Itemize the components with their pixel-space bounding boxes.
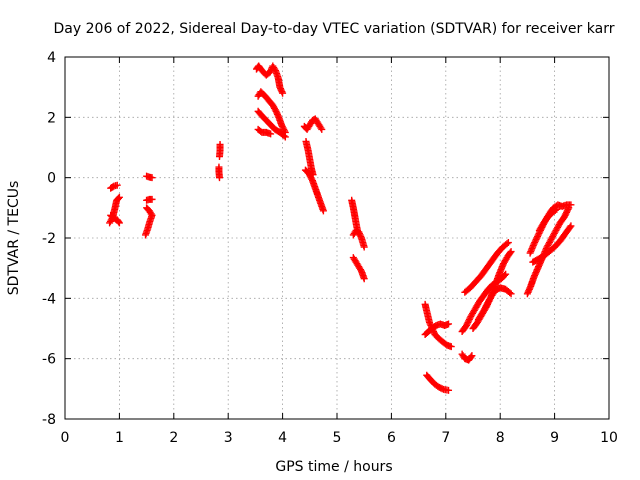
x-axis-label: GPS time / hours (275, 459, 392, 475)
data-point (115, 218, 123, 226)
y-axis-label: SDTVAR / TECUs (6, 181, 22, 296)
x-tick-label: 3 (224, 430, 233, 446)
y-tick-label: 0 (47, 171, 56, 187)
data-track (301, 166, 327, 215)
data-track (143, 195, 156, 204)
x-tick-label: 8 (496, 430, 505, 446)
data-point (318, 125, 326, 133)
x-tick-label: 7 (441, 430, 450, 446)
data-track (349, 254, 368, 283)
x-tick-label: 10 (600, 430, 618, 446)
x-tick-label: 2 (169, 430, 178, 446)
y-tick-label: -4 (42, 291, 56, 307)
x-tick-label: 4 (278, 430, 287, 446)
grid-lines (65, 57, 609, 419)
data-track (535, 205, 561, 234)
data-point (501, 271, 509, 279)
data-points (106, 62, 575, 394)
data-track (215, 140, 224, 161)
data-point (445, 320, 453, 328)
data-point (215, 174, 223, 182)
data-point (144, 205, 152, 213)
data-point (438, 385, 446, 393)
data-track (458, 350, 476, 364)
data-point (317, 124, 325, 132)
data-track (349, 226, 368, 251)
data-track (107, 211, 123, 227)
data-track (252, 62, 287, 97)
data-track (300, 115, 326, 133)
data-point (148, 174, 156, 182)
data-point (507, 248, 515, 256)
x-tick-label: 0 (61, 430, 70, 446)
data-track (254, 125, 275, 138)
data-point (279, 89, 287, 97)
data-point (360, 275, 368, 283)
data-track (421, 325, 455, 351)
data-point (114, 194, 122, 202)
y-tick-label: -2 (42, 231, 56, 247)
y-tick-label: 2 (47, 110, 56, 126)
data-point (504, 239, 512, 247)
x-tick-labels: 0 1 2 3 4 5 6 7 8 9 10 (61, 430, 618, 446)
data-point (319, 207, 327, 215)
data-track (461, 239, 512, 296)
data-point (468, 352, 476, 360)
data-point (553, 205, 561, 213)
data-track (523, 204, 573, 298)
data-track (423, 371, 453, 394)
data-track (529, 222, 575, 266)
data-point (143, 204, 151, 212)
x-tick-label: 5 (333, 430, 342, 446)
data-point (566, 223, 574, 231)
data-point (115, 193, 123, 201)
data-point (445, 386, 453, 394)
y-tick-label: 4 (47, 50, 56, 66)
data-point (507, 290, 515, 298)
data-point (110, 214, 118, 222)
data-point (113, 181, 121, 189)
data-track (254, 107, 289, 141)
data-track (107, 181, 121, 192)
plot-frame (64, 56, 610, 420)
data-point (360, 243, 368, 251)
data-track (474, 284, 515, 323)
data-point (281, 133, 289, 141)
data-track (142, 204, 156, 239)
data-point (567, 222, 575, 230)
data-point (148, 195, 156, 203)
data-point (567, 201, 575, 209)
data-point (215, 153, 223, 161)
data-point (503, 240, 511, 248)
data-track (458, 270, 510, 336)
y-tick-labels: -8 -6 -4 -2 0 2 4 (42, 50, 56, 428)
x-tick-label: 9 (550, 430, 559, 446)
data-point (551, 206, 559, 214)
data-track (143, 172, 156, 182)
data-point (506, 289, 514, 297)
data-point (506, 249, 514, 257)
chart-title: Day 206 of 2022, Sidereal Day-to-day VTE… (54, 21, 615, 37)
data-point (115, 219, 123, 227)
data-point (280, 132, 288, 140)
y-tick-label: -6 (42, 352, 56, 368)
data-point (447, 343, 455, 351)
data-track (421, 300, 453, 332)
data-point (467, 353, 475, 361)
x-tick-label: 1 (115, 430, 124, 446)
axis-ticks (64, 56, 610, 420)
data-track (254, 88, 289, 136)
data-track (106, 193, 123, 227)
data-point (267, 130, 275, 138)
data-track (215, 163, 223, 182)
y-tick-label: -8 (42, 412, 56, 428)
data-point (502, 270, 510, 278)
x-tick-label: 6 (387, 430, 396, 446)
